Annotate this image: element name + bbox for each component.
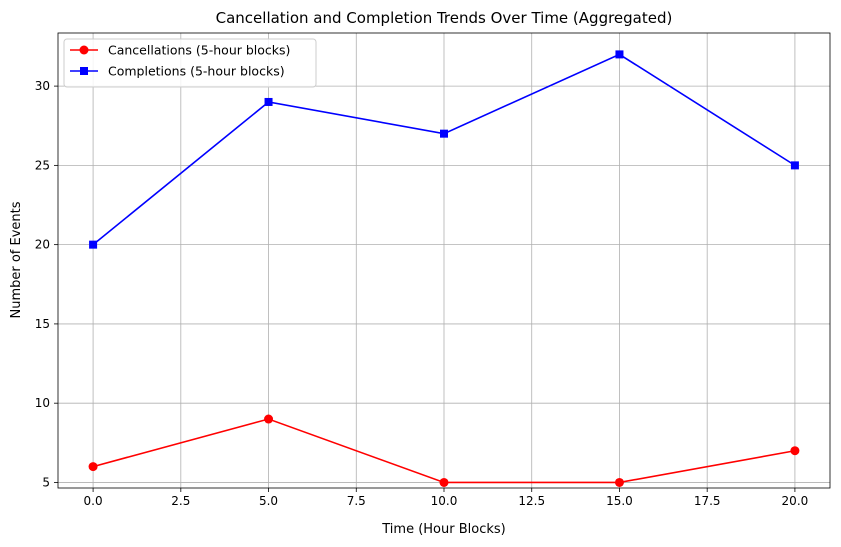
x-axis-label: Time (Hour Blocks) <box>381 522 505 537</box>
x-tick-label: 2.5 <box>171 494 190 508</box>
x-tick-label: 5.0 <box>259 494 278 508</box>
data-point <box>614 477 624 487</box>
y-axis-ticks: 5 10 15 20 25 30 <box>35 79 58 489</box>
x-tick-label: 15.0 <box>606 494 633 508</box>
y-tick-label: 15 <box>35 317 50 331</box>
data-point <box>615 50 624 59</box>
x-tick-label: 0.0 <box>84 494 103 508</box>
x-tick-label: 10.0 <box>431 494 458 508</box>
legend-label: Completions (5-hour blocks) <box>108 64 285 79</box>
y-axis-label: Number of Events <box>9 201 24 318</box>
data-point <box>264 414 274 424</box>
data-point <box>790 161 799 170</box>
x-tick-label: 7.5 <box>347 494 366 508</box>
data-point <box>790 446 800 456</box>
y-tick-label: 10 <box>35 396 50 410</box>
y-tick-label: 20 <box>35 238 50 252</box>
series-layer <box>88 50 800 487</box>
legend-marker <box>79 45 89 55</box>
data-point <box>88 462 98 472</box>
grid <box>58 33 830 488</box>
chart-title: Cancellation and Completion Trends Over … <box>216 9 673 27</box>
y-tick-label: 25 <box>35 158 50 172</box>
y-tick-label: 5 <box>42 475 50 489</box>
legend: Cancellations (5-hour blocks) Completions… <box>63 38 317 88</box>
data-point <box>439 477 449 487</box>
legend-box <box>63 38 317 88</box>
x-tick-label: 17.5 <box>694 494 721 508</box>
data-point <box>89 240 98 249</box>
x-tick-label: 20.0 <box>782 494 809 508</box>
data-point <box>264 97 273 106</box>
y-tick-label: 30 <box>35 79 50 93</box>
legend-marker <box>80 67 88 75</box>
x-axis-ticks: 0.0 2.5 5.0 7.5 10.0 12.5 15.0 17.5 20.0 <box>84 488 809 508</box>
data-point <box>440 129 448 138</box>
x-tick-label: 12.5 <box>518 494 545 508</box>
legend-label: Cancellations (5-hour blocks) <box>108 43 290 58</box>
